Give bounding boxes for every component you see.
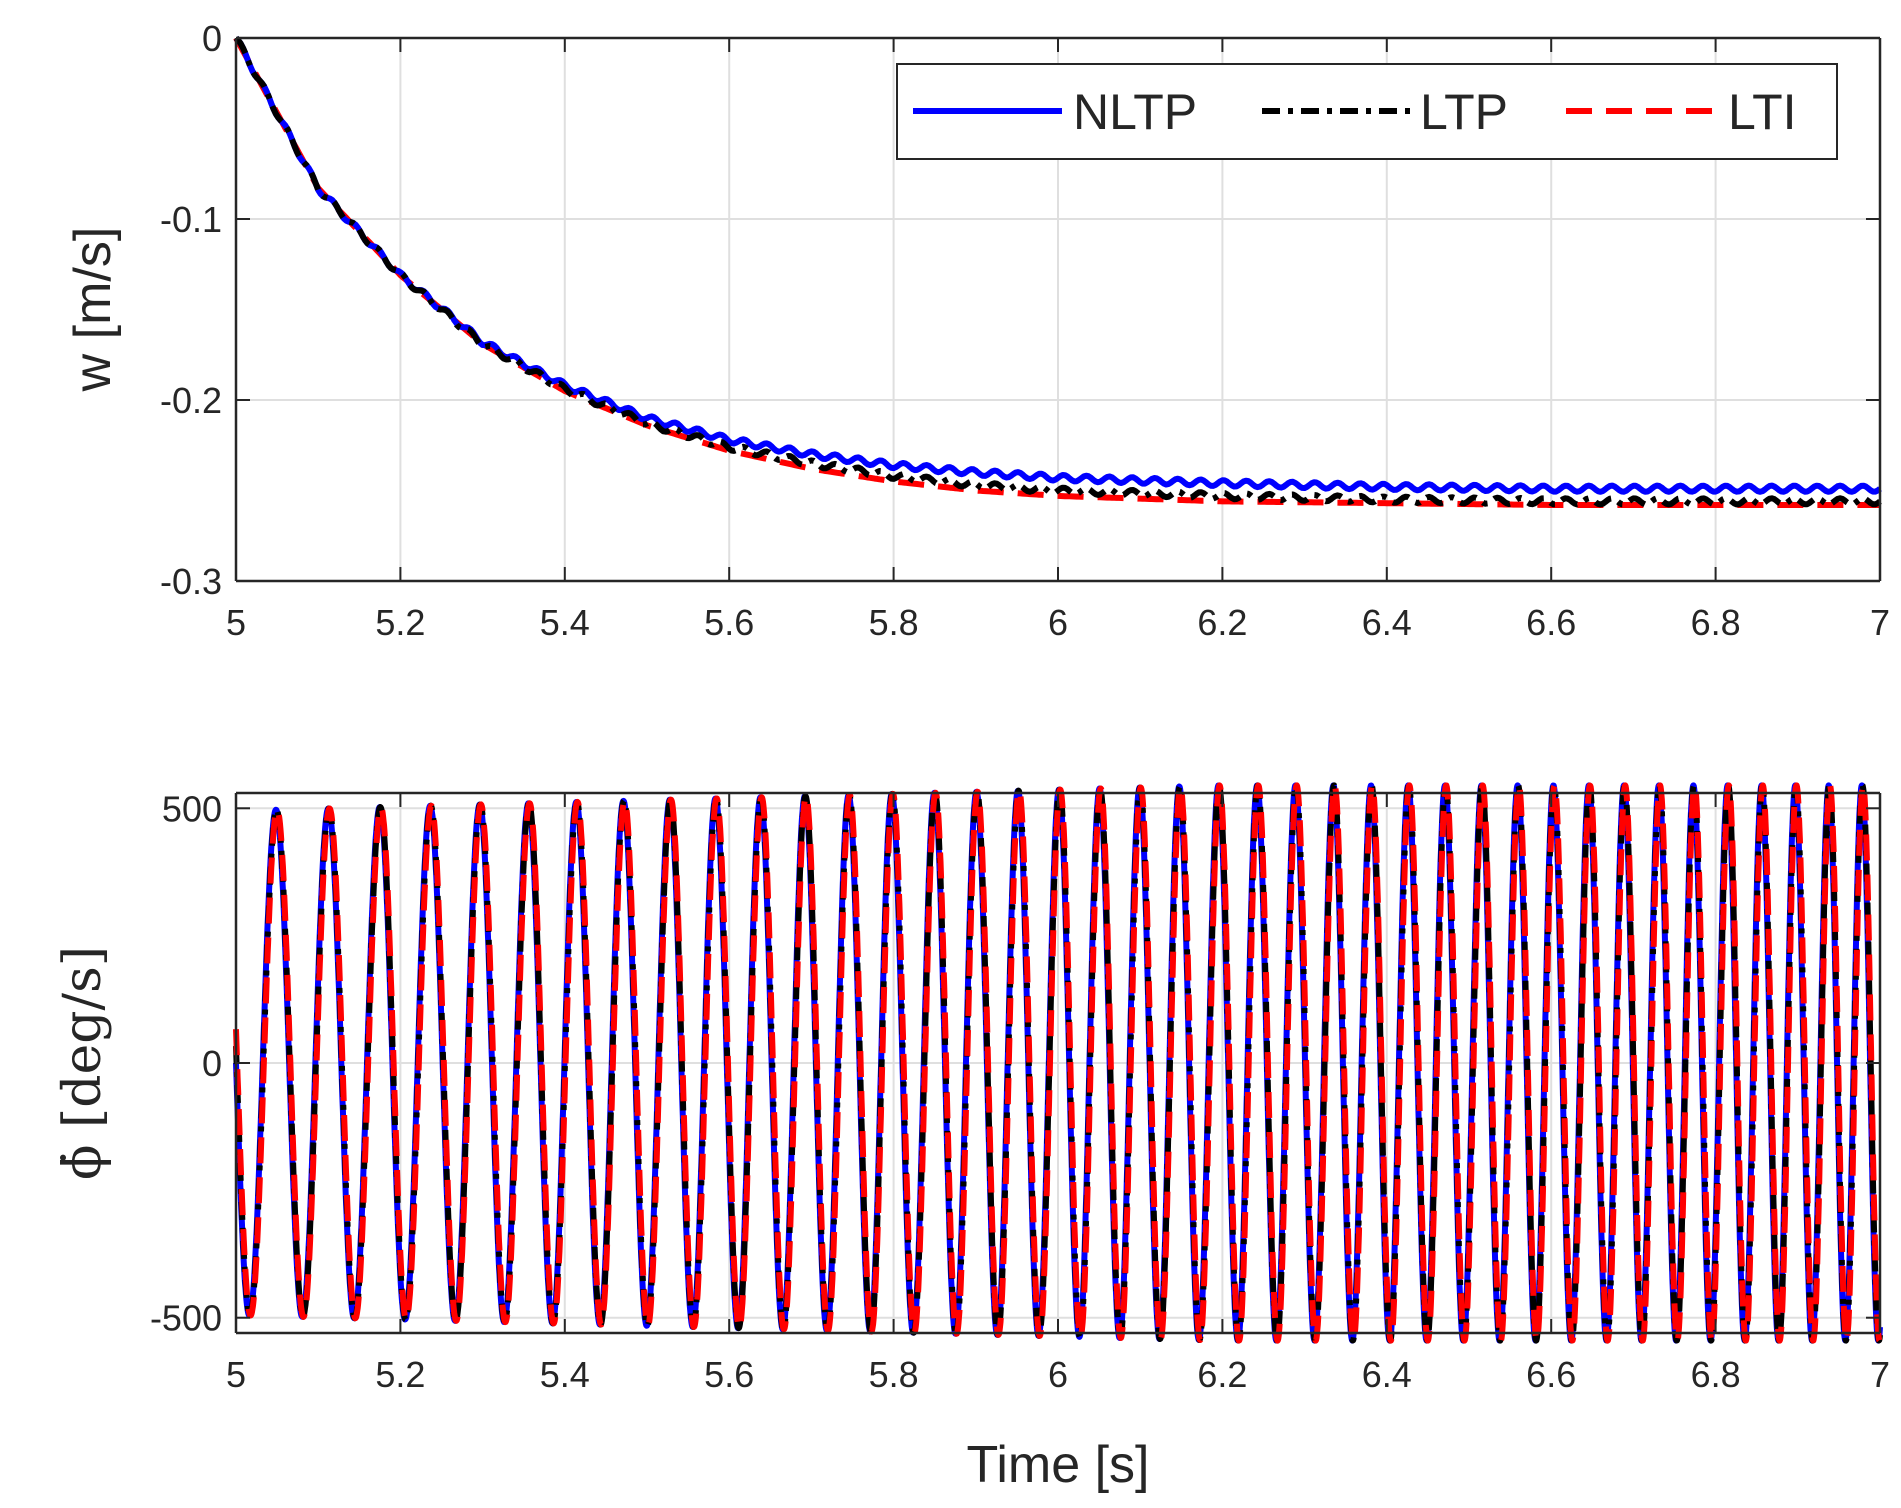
bottom-x-tick-label: 5.2	[375, 1354, 425, 1395]
bottom-x-tick-label: 6.4	[1362, 1354, 1412, 1395]
top-y-tick-label: -0.3	[160, 561, 222, 602]
bottom-y-ticks: 500 0 -500	[150, 788, 1880, 1339]
legend: NLTP LTP LTI	[896, 63, 1838, 160]
top-y-tick-label: 0	[202, 18, 222, 59]
bottom-y-tick-label: 0	[202, 1043, 222, 1084]
top-x-tick-label: 5.6	[704, 602, 754, 643]
top-axes: 5 5.2 5.4 5.6 5.8 6 6.2 6.4 6.6 6.8 7 0 -0.1 -0.2 -0.…	[64, 18, 1890, 643]
bottom-x-tick-label: 6.8	[1691, 1354, 1741, 1395]
top-x-tick-label: 5.4	[540, 602, 590, 643]
legend-label-lti: LTI	[1728, 84, 1797, 140]
top-x-tick-label: 7	[1870, 602, 1890, 643]
top-series-group	[233, 35, 1882, 508]
top-series-line-ltp	[233, 35, 1882, 508]
top-x-tick-label: 6	[1048, 602, 1068, 643]
bottom-series-line-lti	[233, 782, 1883, 1344]
top-series-line-nltp	[233, 35, 1882, 495]
top-x-tick-label: 5.2	[375, 602, 425, 643]
top-x-tick-label: 6.6	[1526, 602, 1576, 643]
top-y-ticks: 0 -0.1 -0.2 -0.3	[160, 18, 1880, 602]
bottom-x-tick-label: 6.2	[1197, 1354, 1247, 1395]
top-x-tick-label: 6.2	[1197, 602, 1247, 643]
top-y-axis-label: w [m/s]	[64, 227, 122, 393]
bottom-x-tick-label: 5	[226, 1354, 246, 1395]
bottom-x-tick-label: 6.6	[1526, 1354, 1576, 1395]
top-x-tick-label: 5.8	[869, 602, 919, 643]
bottom-x-tick-label: 5.4	[540, 1354, 590, 1395]
top-x-tick-label: 6.4	[1362, 602, 1412, 643]
bottom-x-axis-label: Time [s]	[967, 1436, 1150, 1494]
bottom-y-tick-label: 500	[162, 788, 222, 829]
bottom-x-tick-label: 5.8	[869, 1354, 919, 1395]
top-x-tick-label: 5	[226, 602, 246, 643]
top-series-line-lti	[233, 36, 1881, 508]
bottom-y-tick-label: -500	[150, 1298, 222, 1339]
bottom-x-tick-label: 5.6	[704, 1354, 754, 1395]
bottom-y-axis-label: ϕ̇ [deg/s]	[53, 946, 113, 1180]
top-y-tick-label: -0.1	[160, 199, 222, 240]
top-x-tick-label: 6.8	[1691, 602, 1741, 643]
bottom-x-ticks: 5 5.2 5.4 5.6 5.8 6 6.2 6.4 6.6 6.8 7	[226, 793, 1890, 1395]
bottom-x-tick-label: 6	[1048, 1354, 1068, 1395]
bottom-axes: 5 5.2 5.4 5.6 5.8 6 6.2 6.4 6.6 6.8 7 500 0 -500 ϕ̇ …	[53, 782, 1890, 1494]
legend-label-ltp: LTP	[1420, 84, 1508, 140]
top-x-ticks: 5 5.2 5.4 5.6 5.8 6 6.2 6.4 6.6 6.8 7	[226, 38, 1890, 643]
top-y-tick-label: -0.2	[160, 380, 222, 421]
bottom-x-tick-label: 7	[1870, 1354, 1890, 1395]
legend-label-nltp: NLTP	[1073, 84, 1197, 140]
